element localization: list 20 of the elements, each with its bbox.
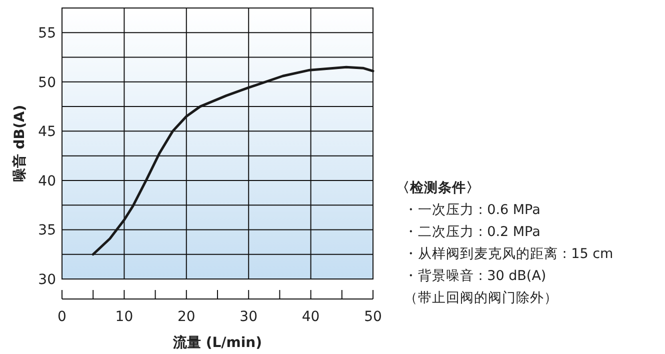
- text: （带止回阀的阀门除外）: [404, 290, 558, 306]
- y-tick-label: 45: [38, 124, 56, 140]
- y-tick-label: 55: [38, 26, 56, 42]
- x-tick-label: 0: [58, 309, 66, 325]
- x-tick-label: 30: [240, 309, 258, 325]
- x-axis-title: 流量 (L/min): [172, 334, 262, 351]
- text: ・二次压力 : 0.2 MPa: [404, 224, 540, 240]
- x-tick-label: 20: [177, 309, 196, 325]
- y-tick-label: 40: [38, 173, 56, 190]
- x-tick-label: 40: [302, 309, 320, 325]
- x-tick-label: 10: [115, 309, 134, 325]
- y-tick-label: 50: [38, 74, 56, 91]
- text: 〈检测条件〉: [396, 180, 480, 196]
- y-axis-title: 噪音 dB(A): [11, 104, 28, 182]
- text: ・背景噪音 : 30 dB(A): [404, 268, 546, 284]
- x-tick-label: 50: [364, 309, 382, 325]
- text: ・从样阀到麦克风的距离 : 15 cm: [404, 246, 614, 262]
- y-tick-label: 35: [38, 222, 56, 239]
- y-tick-label: 30: [38, 272, 56, 288]
- text: ・一次压力 : 0.6 MPa: [404, 202, 540, 218]
